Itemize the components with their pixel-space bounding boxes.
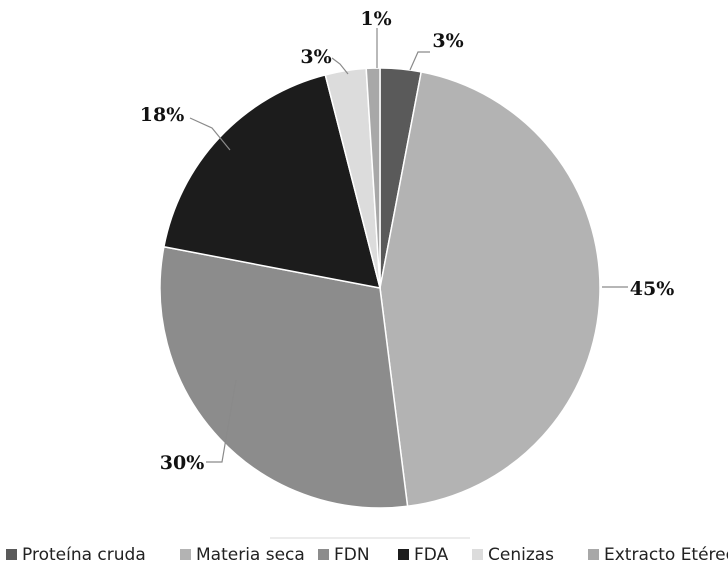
legend-label-fda: FDA: [414, 545, 449, 565]
pie-slices: [159, 67, 601, 509]
legend-item-fdn: FDN: [318, 545, 370, 565]
data-label-fda: 18%: [140, 104, 185, 126]
leader-lines: [189, 28, 628, 463]
legend-swatch-cenizas: [472, 549, 483, 560]
legend-item-proteina-cruda: Proteína cruda: [6, 545, 146, 565]
legend-swatch-extracto-etereo: [588, 549, 599, 560]
data-label-fdn: 30%: [160, 452, 205, 474]
legend: Proteína cruda Materia seca FDN FDA Cenizas E…: [6, 545, 728, 565]
leader-line-cenizas: [331, 57, 349, 75]
data-labels: 3% 45% 30% 18% 3% 1%: [140, 8, 675, 474]
data-label-cenizas: 3%: [300, 46, 331, 68]
legend-label-materia-seca: Materia seca: [196, 545, 305, 565]
legend-item-cenizas: Cenizas: [472, 545, 554, 565]
pie-slice-fdn: [159, 245, 409, 509]
legend-label-proteina-cruda: Proteína cruda: [22, 545, 146, 565]
legend-swatch-proteina-cruda: [6, 549, 17, 560]
data-label-extracto-etereo: 1%: [360, 8, 391, 30]
pie-slice-materia-seca: [379, 71, 601, 508]
legend-label-cenizas: Cenizas: [488, 545, 554, 565]
legend-item-fda: FDA: [398, 545, 449, 565]
legend-label-fdn: FDN: [334, 545, 370, 565]
legend-swatch-materia-seca: [180, 549, 191, 560]
data-label-materia-seca: 45%: [630, 278, 675, 300]
leader-line-proteina-cruda: [409, 51, 430, 71]
pie-slice-extracto-etereo: [365, 67, 381, 289]
legend-label-extracto-etereo: Extracto Etéreo: [604, 545, 728, 565]
leader-line-fda: [189, 117, 231, 151]
leader-line-fdn: [206, 379, 237, 463]
legend-swatch-fdn: [318, 549, 329, 560]
legend-swatch-fda: [398, 549, 409, 560]
legend-item-materia-seca: Materia seca: [180, 545, 305, 565]
data-label-proteina-cruda: 3%: [432, 30, 463, 52]
legend-item-extracto-etereo: Extracto Etéreo: [588, 545, 728, 565]
